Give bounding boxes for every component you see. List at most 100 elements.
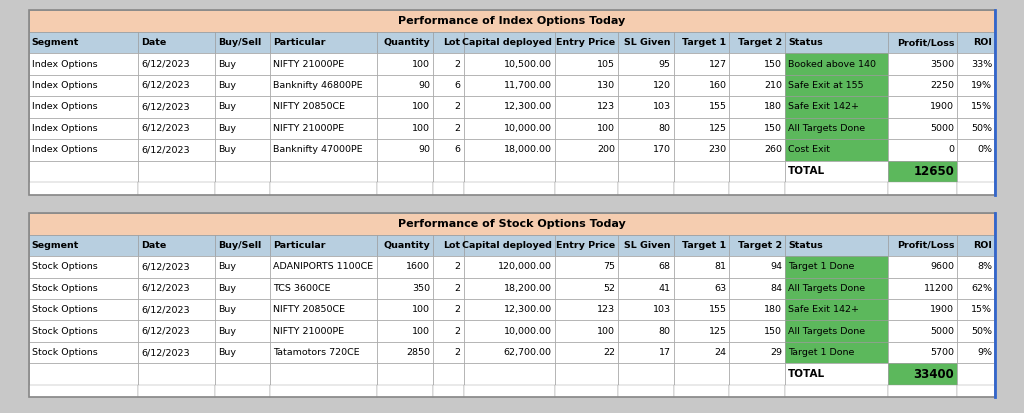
Bar <box>729 299 785 320</box>
Bar <box>729 53 785 75</box>
Bar <box>464 320 555 342</box>
Text: 2: 2 <box>455 102 461 112</box>
Text: 10,000.00: 10,000.00 <box>504 124 552 133</box>
Text: Buy: Buy <box>218 284 236 293</box>
Text: 24: 24 <box>715 348 726 357</box>
Bar <box>785 53 888 75</box>
Bar <box>215 320 270 342</box>
Bar <box>270 342 377 363</box>
Text: 6/12/2023: 6/12/2023 <box>141 145 190 154</box>
Text: 62,700.00: 62,700.00 <box>504 348 552 357</box>
Bar <box>464 385 555 397</box>
Text: 11,700.00: 11,700.00 <box>504 81 552 90</box>
Text: Target 1 Done: Target 1 Done <box>788 262 855 271</box>
Bar <box>729 385 785 397</box>
Bar <box>617 53 674 75</box>
Text: 1900: 1900 <box>930 305 954 314</box>
Text: 2: 2 <box>455 284 461 293</box>
Text: Lot: Lot <box>443 241 461 250</box>
Text: Buy: Buy <box>218 124 236 133</box>
Bar <box>617 320 674 342</box>
Bar <box>464 161 555 182</box>
Bar <box>674 182 729 195</box>
Bar <box>957 278 995 299</box>
Bar <box>617 139 674 161</box>
Text: 350: 350 <box>412 284 430 293</box>
Text: 5700: 5700 <box>930 348 954 357</box>
Text: Lot: Lot <box>443 38 461 47</box>
Text: 52: 52 <box>603 284 614 293</box>
Text: NIFTY 20850CE: NIFTY 20850CE <box>273 305 345 314</box>
Bar <box>270 256 377 278</box>
Bar <box>888 385 957 397</box>
Bar <box>464 139 555 161</box>
Text: 3500: 3500 <box>930 59 954 69</box>
Bar <box>464 256 555 278</box>
Bar <box>555 75 617 96</box>
Bar <box>888 32 957 53</box>
Text: 68: 68 <box>658 262 671 271</box>
Bar <box>138 363 215 385</box>
Text: 10,000.00: 10,000.00 <box>504 327 552 336</box>
Bar <box>270 96 377 118</box>
Text: 18,200.00: 18,200.00 <box>504 284 552 293</box>
Bar <box>729 278 785 299</box>
Bar <box>957 96 995 118</box>
Text: 2: 2 <box>455 305 461 314</box>
Text: 50%: 50% <box>971 327 992 336</box>
Text: All Targets Done: All Targets Done <box>788 124 865 133</box>
Text: 260: 260 <box>764 145 782 154</box>
Bar <box>957 139 995 161</box>
Bar <box>215 256 270 278</box>
Bar <box>674 320 729 342</box>
Text: Profit/Loss: Profit/Loss <box>897 241 954 250</box>
Bar <box>215 32 270 53</box>
Bar <box>377 363 433 385</box>
Text: 170: 170 <box>652 145 671 154</box>
Bar <box>785 118 888 139</box>
Text: 123: 123 <box>597 305 614 314</box>
Text: 6/12/2023: 6/12/2023 <box>141 348 190 357</box>
Bar <box>433 182 464 195</box>
Text: 123: 123 <box>597 102 614 112</box>
Bar <box>674 299 729 320</box>
Bar <box>555 256 617 278</box>
Bar <box>377 139 433 161</box>
Bar <box>433 320 464 342</box>
Text: 2250: 2250 <box>930 81 954 90</box>
Bar <box>138 278 215 299</box>
Text: NIFTY 20850CE: NIFTY 20850CE <box>273 102 345 112</box>
Text: 150: 150 <box>764 124 782 133</box>
Text: 95: 95 <box>658 59 671 69</box>
Bar <box>138 32 215 53</box>
Text: Entry Price: Entry Price <box>556 38 614 47</box>
Text: 200: 200 <box>597 145 614 154</box>
Text: Safe Exit at 155: Safe Exit at 155 <box>788 81 864 90</box>
Text: Target 1: Target 1 <box>682 38 726 47</box>
Bar <box>29 75 138 96</box>
Bar <box>215 363 270 385</box>
Text: Quantity: Quantity <box>383 38 430 47</box>
Bar <box>957 235 995 256</box>
Text: Index Options: Index Options <box>32 145 97 154</box>
Text: 12650: 12650 <box>913 165 954 178</box>
Bar <box>215 342 270 363</box>
Bar <box>138 139 215 161</box>
Bar <box>433 118 464 139</box>
Text: Target 1: Target 1 <box>682 241 726 250</box>
Bar <box>729 363 785 385</box>
Text: Index Options: Index Options <box>32 102 97 112</box>
Bar <box>957 385 995 397</box>
Text: ROI: ROI <box>974 38 992 47</box>
Text: Stock Options: Stock Options <box>32 262 97 271</box>
Text: 1600: 1600 <box>406 262 430 271</box>
Text: 62%: 62% <box>971 284 992 293</box>
Bar <box>555 53 617 75</box>
Bar <box>29 161 138 182</box>
Text: 33%: 33% <box>971 59 992 69</box>
Bar <box>729 342 785 363</box>
Text: 80: 80 <box>658 327 671 336</box>
Bar <box>617 75 674 96</box>
Bar <box>433 235 464 256</box>
Bar <box>555 299 617 320</box>
